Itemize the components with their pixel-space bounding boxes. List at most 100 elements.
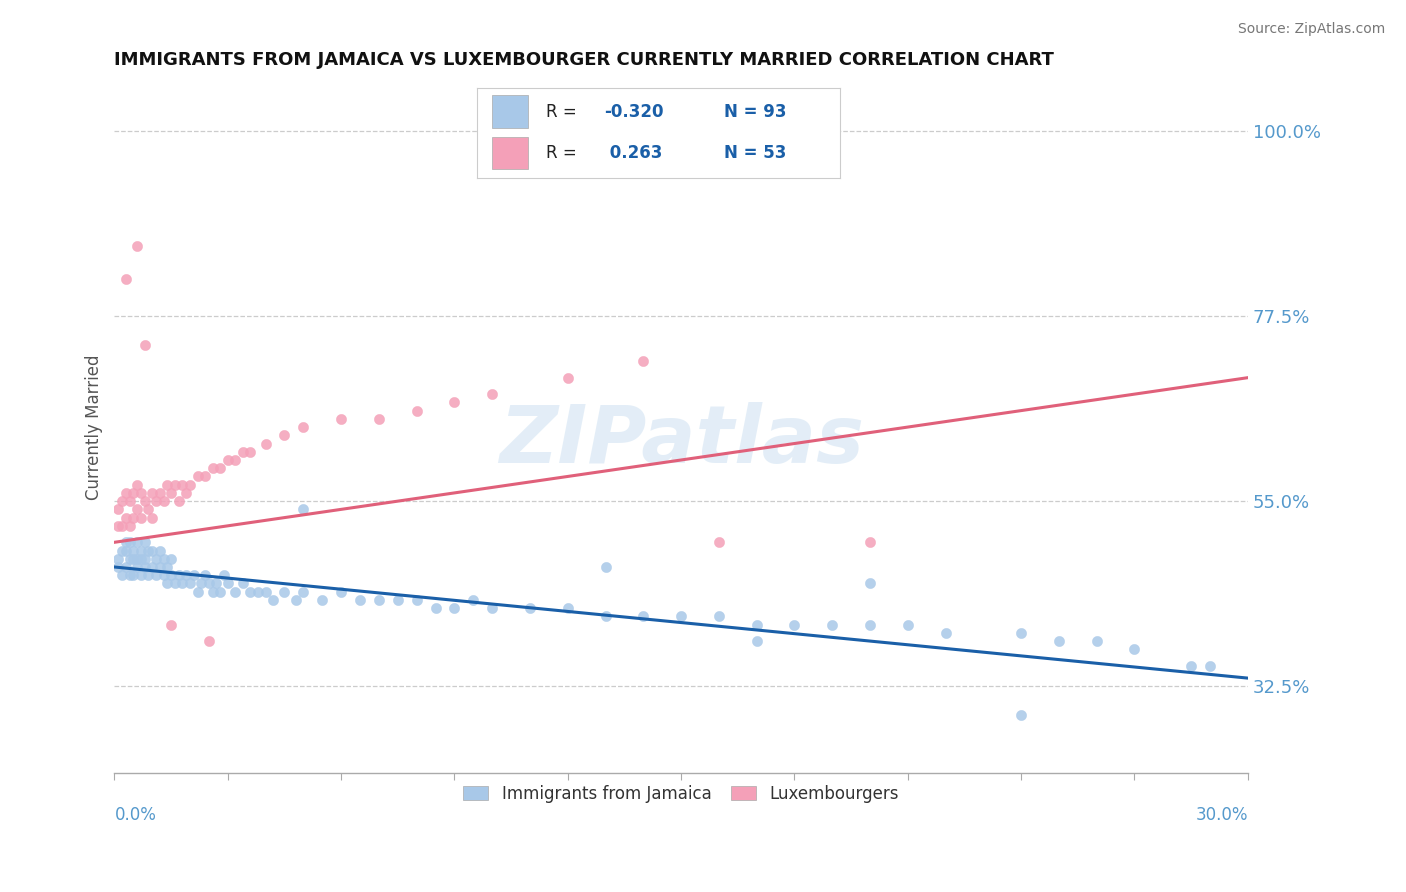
Point <box>239 584 262 599</box>
Point <box>262 593 284 607</box>
Point <box>114 535 136 549</box>
Point <box>783 617 806 632</box>
Point <box>443 601 465 615</box>
Point <box>118 494 141 508</box>
Point <box>129 543 152 558</box>
Point <box>152 551 174 566</box>
Point <box>125 551 148 566</box>
Point <box>212 568 235 582</box>
Point <box>1010 625 1032 640</box>
Point <box>232 444 254 458</box>
Point <box>107 519 129 533</box>
Point <box>125 239 148 253</box>
Point <box>134 494 156 508</box>
Point <box>209 461 232 475</box>
Point <box>160 486 183 500</box>
Point <box>118 535 141 549</box>
Point <box>149 486 172 500</box>
Point <box>138 543 160 558</box>
Point <box>114 560 136 574</box>
Point <box>118 551 141 566</box>
Point <box>107 502 129 516</box>
Point <box>254 436 277 450</box>
Text: 0.0%: 0.0% <box>114 805 156 823</box>
Point <box>160 617 183 632</box>
Point <box>859 617 882 632</box>
Point <box>209 584 232 599</box>
Text: Source: ZipAtlas.com: Source: ZipAtlas.com <box>1237 22 1385 37</box>
Point <box>114 510 136 524</box>
Point <box>745 634 768 648</box>
Point <box>224 584 246 599</box>
Point <box>167 568 190 582</box>
Point <box>1010 708 1032 723</box>
Point <box>481 387 503 401</box>
Point <box>152 494 174 508</box>
Y-axis label: Currently Married: Currently Married <box>86 354 103 500</box>
Point <box>114 543 136 558</box>
Point <box>387 593 409 607</box>
Point <box>443 395 465 409</box>
Point <box>125 502 148 516</box>
Point <box>107 551 129 566</box>
Point <box>111 568 134 582</box>
Point <box>141 543 163 558</box>
Point <box>246 584 269 599</box>
Point <box>114 486 136 500</box>
Point <box>125 560 148 574</box>
Point <box>122 510 145 524</box>
Point <box>174 568 197 582</box>
Point <box>167 494 190 508</box>
Point <box>897 617 920 632</box>
Point <box>125 535 148 549</box>
Point <box>134 560 156 574</box>
Point <box>111 543 134 558</box>
Point <box>156 560 179 574</box>
Point <box>273 428 295 442</box>
Point <box>160 568 183 582</box>
Legend: Immigrants from Jamaica, Luxembourgers: Immigrants from Jamaica, Luxembourgers <box>457 778 905 809</box>
Point <box>217 576 239 591</box>
Point <box>198 576 221 591</box>
Point <box>145 551 167 566</box>
Point <box>129 510 152 524</box>
Point <box>179 477 201 491</box>
Text: IMMIGRANTS FROM JAMAICA VS LUXEMBOURGER CURRENTLY MARRIED CORRELATION CHART: IMMIGRANTS FROM JAMAICA VS LUXEMBOURGER … <box>114 51 1054 69</box>
Point <box>107 560 129 574</box>
Point <box>156 477 179 491</box>
Point <box>481 601 503 615</box>
Point <box>425 601 447 615</box>
Point <box>935 625 957 640</box>
Text: 30.0%: 30.0% <box>1195 805 1249 823</box>
Point <box>405 403 427 417</box>
Point <box>118 519 141 533</box>
Point <box>141 510 163 524</box>
Point <box>519 601 541 615</box>
Point <box>172 477 194 491</box>
Point <box>141 560 163 574</box>
Point <box>330 412 353 426</box>
Point <box>141 486 163 500</box>
Point <box>152 568 174 582</box>
Point <box>111 519 134 533</box>
Point <box>224 453 246 467</box>
Point <box>118 568 141 582</box>
Point <box>405 593 427 607</box>
Point <box>292 502 315 516</box>
Point <box>145 568 167 582</box>
Point <box>201 461 224 475</box>
Point <box>232 576 254 591</box>
Point <box>557 370 579 384</box>
Point <box>129 551 152 566</box>
Point <box>125 477 148 491</box>
Point <box>349 593 371 607</box>
Point <box>707 535 730 549</box>
Point <box>292 584 315 599</box>
Point <box>134 551 156 566</box>
Point <box>1180 658 1202 673</box>
Point <box>149 560 172 574</box>
Point <box>1123 642 1146 657</box>
Point <box>557 601 579 615</box>
Point <box>284 593 307 607</box>
Point <box>134 337 156 351</box>
